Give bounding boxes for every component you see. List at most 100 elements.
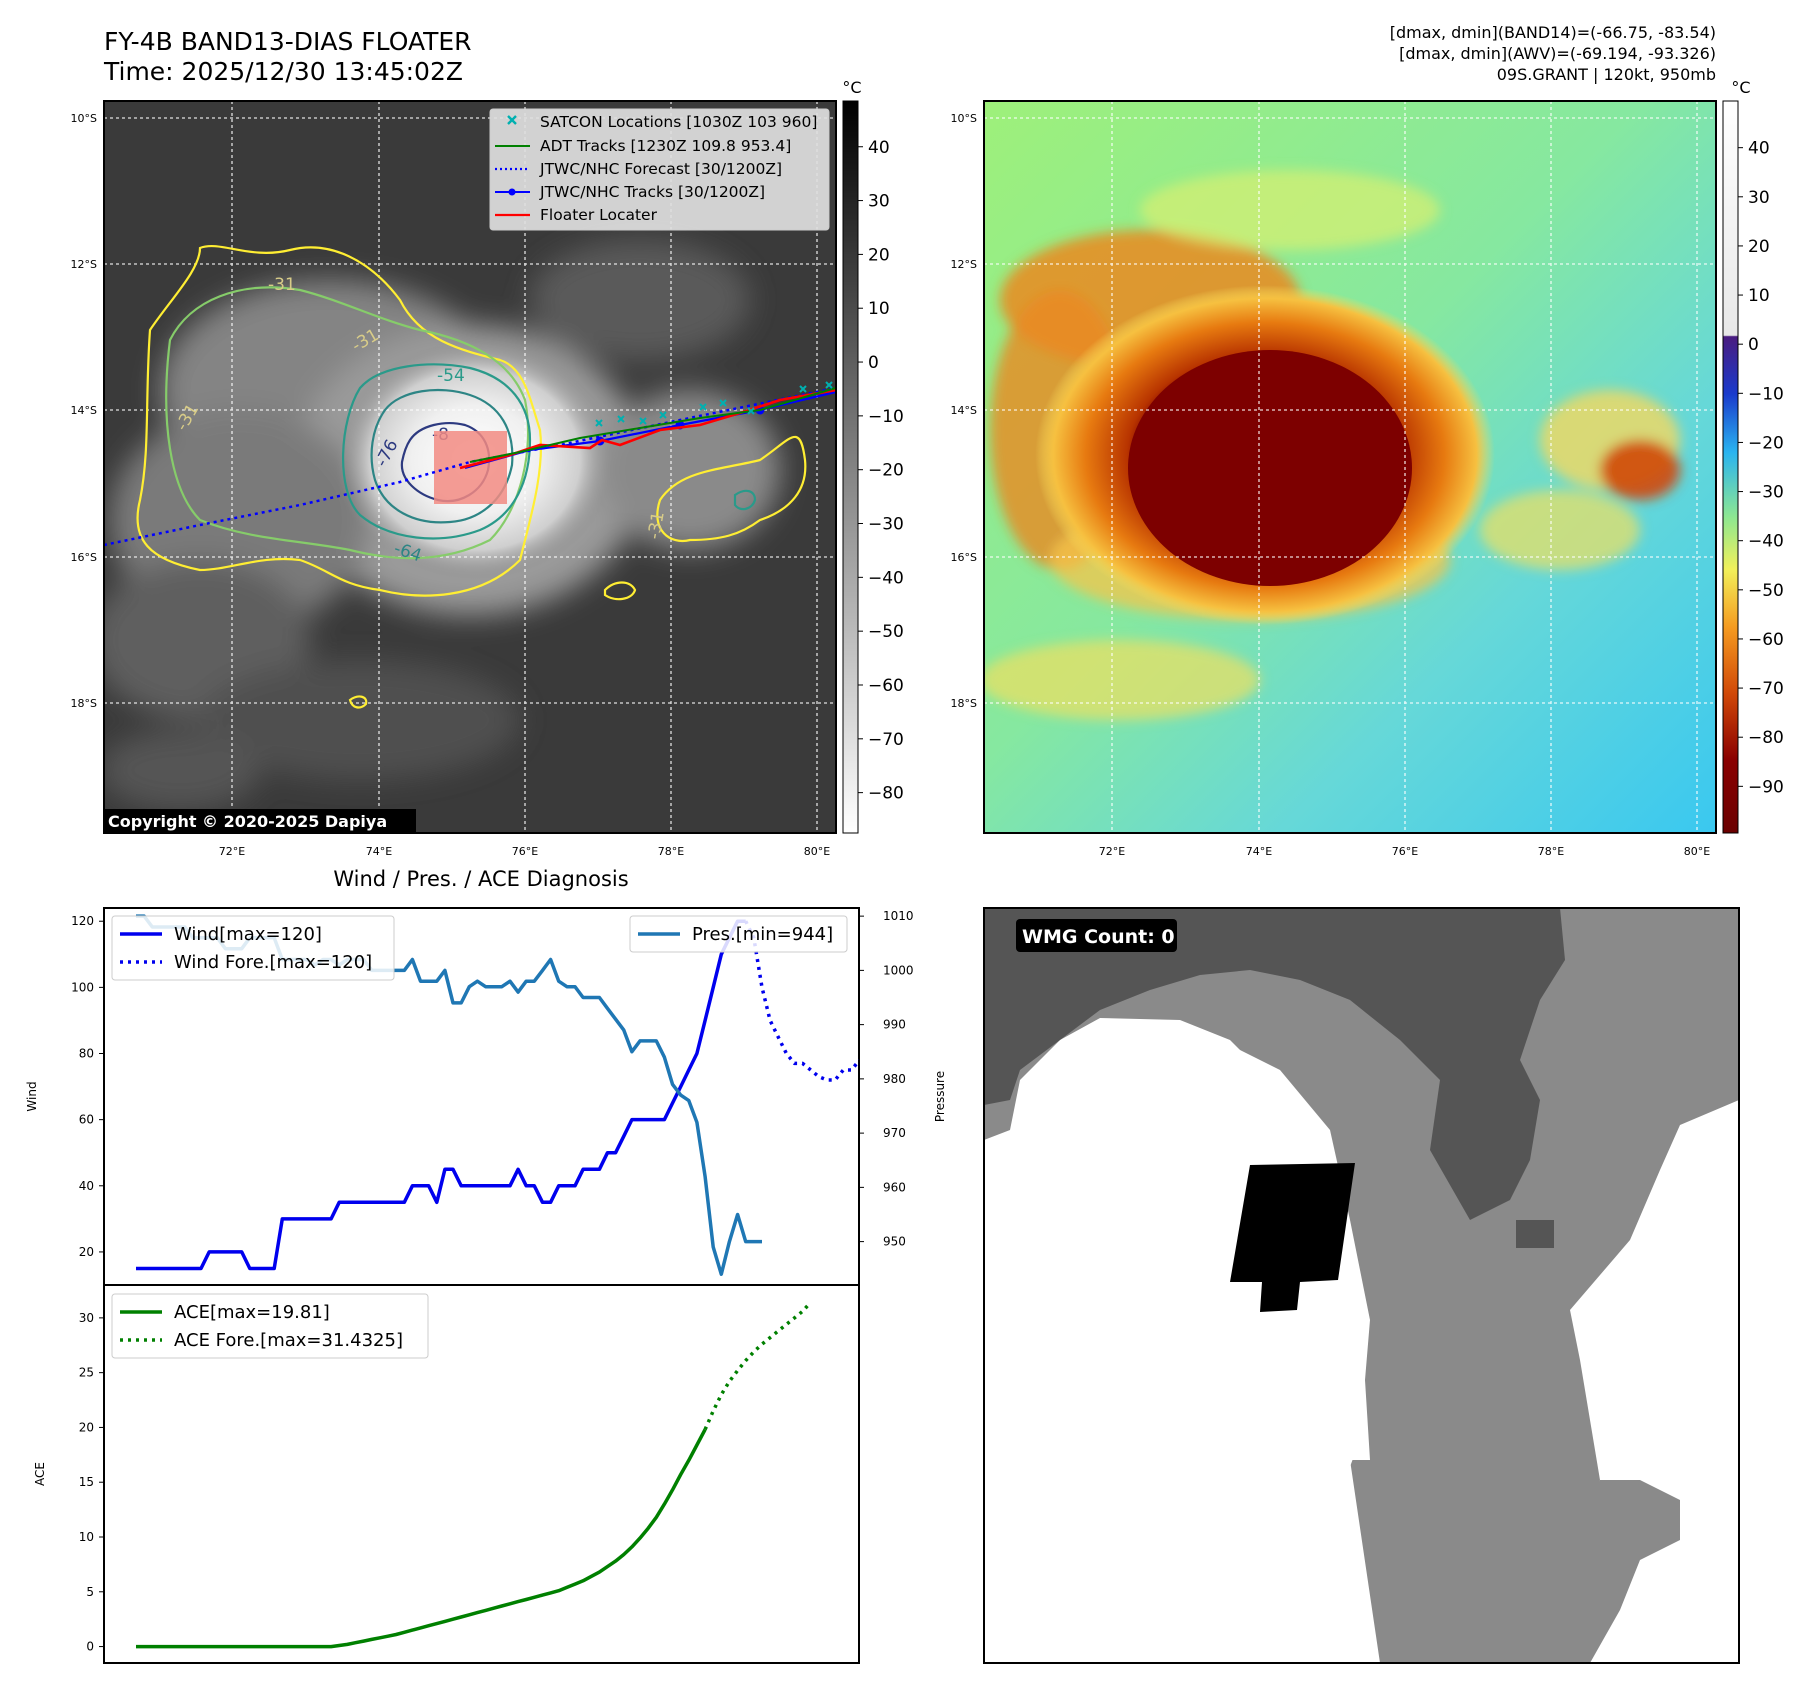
satcon-markers [595, 381, 833, 427]
gray-colorbar-tick-label: −10 [868, 407, 904, 427]
pressure-ytick-label: 970 [883, 1126, 906, 1140]
adt-track [469, 387, 836, 463]
figure-title: FY-4B BAND13-DIAS FLOATER [104, 27, 472, 56]
lon-tick-74e: 74°E [366, 845, 392, 858]
left-map-ticks: 10°S 12°S 14°S 16°S 18°S 72°E 74°E 76°E … [71, 112, 831, 858]
gray-colorbar-tick-label: −20 [868, 461, 904, 481]
contour-minus31-east [656, 435, 807, 543]
lat-tick-18s: 18°S [71, 697, 97, 710]
wind-pressure-chart: 20 40 60 80 100 120 950 960 970 980 990 1000 1010 Win… [25, 907, 947, 1286]
color-colorbar: °C 40 30 20 10 0 −10 −20 −30 −40 −50 −60 −70 −80 −90 [1722, 78, 1784, 834]
contour-minus64 [370, 388, 514, 524]
pressure-ytick-label: 1000 [883, 963, 914, 977]
color-colorbar-tick-label: −60 [1748, 630, 1784, 650]
pressure-ylabel: Pressure [933, 1071, 947, 1122]
wind-ytick-label: 60 [79, 1113, 94, 1127]
pressure-legend-box [629, 915, 848, 953]
ace-ytick-label: 20 [79, 1420, 94, 1434]
contour-minus31-island [348, 695, 368, 709]
color-core [1128, 350, 1412, 586]
r-lat-tick-18s: 18°S [951, 697, 977, 710]
gray-colorbar-scale [842, 100, 859, 834]
contour-minus31-main [136, 244, 543, 597]
legend-floater: Floater Locater [540, 206, 658, 224]
ace-series-group [136, 1301, 813, 1649]
lat-tick-14s: 14°S [71, 404, 97, 417]
figure-time: Time: 2025/12/30 13:45:02Z [103, 57, 463, 86]
r-lon-tick-72e: 72°E [1099, 845, 1125, 858]
lon-tick-76e: 76°E [512, 845, 538, 858]
ace-ytick-label: 25 [79, 1366, 94, 1380]
r-lon-tick-80e: 80°E [1684, 845, 1710, 858]
copyright-text: Copyright © 2020-2025 Dapiya [108, 812, 387, 831]
wmg-count-label: WMG Count: 0 [1022, 926, 1175, 948]
ace-legend-label: ACE[max=19.81] [174, 1302, 330, 1323]
wind-legend-label: Wind Fore.[max=120] [174, 952, 372, 973]
ace-ytick-label: 10 [79, 1530, 94, 1544]
legend-adt: ADT Tracks [1230Z 109.8 953.4] [540, 137, 791, 155]
r-lat-tick-12s: 12°S [951, 258, 977, 271]
color-colorbar-tick-label: −40 [1748, 532, 1784, 552]
gray-colorbar-tick-label: −80 [868, 784, 904, 804]
ace-legend-label: ACE Fore.[max=31.4325] [174, 1330, 403, 1351]
lat-tick-12s: 12°S [71, 258, 97, 271]
wind-legend-label: Wind[max=120] [174, 924, 322, 945]
wmg-dark-patch [1516, 1220, 1554, 1248]
map-legend: SATCON Locations [1030Z 103 960] ADT Tra… [489, 108, 830, 231]
color-colorbar-tick-label: 0 [1748, 335, 1759, 355]
diagnosis-title: Wind / Pres. / ACE Diagnosis [333, 867, 628, 891]
wmg-panel: WMG Count: 0 [984, 908, 1739, 1663]
wmg-gray-lower [1350, 1460, 1680, 1663]
color-map-gridlines [984, 101, 1716, 833]
color-colorbar-tick-label: −70 [1748, 679, 1784, 699]
ace-legend-box [111, 1293, 429, 1359]
wmg-black-eye [1230, 1163, 1355, 1312]
color-colorbar-tick-label: −50 [1748, 581, 1784, 601]
gray-colorbar-tick-label: −70 [868, 730, 904, 750]
wind-ylabel: Wind [25, 1081, 39, 1111]
gray-colorbar-tick-label: 10 [868, 299, 890, 319]
pressure-ytick-label: 990 [883, 1018, 906, 1032]
wmg-white-core [990, 1030, 1370, 1570]
color-colorbar-tick-label: −90 [1748, 777, 1784, 797]
ace-ytick-label: 30 [79, 1311, 94, 1325]
wind-ytick-label: 80 [79, 1047, 94, 1061]
wmg-frame [983, 907, 1740, 1664]
ir-color-map [984, 101, 1716, 833]
color-colorbar-unit: °C [1731, 78, 1750, 97]
x-marker-icon [507, 115, 517, 125]
gray-colorbar-tick-label: 0 [868, 353, 879, 373]
ace-plot-frame [103, 1284, 860, 1664]
gray-colorbar-unit: °C [842, 78, 861, 97]
wind-ytick-label: 120 [71, 914, 94, 928]
color-colorbar-scale [1722, 100, 1739, 834]
gray-colorbar-tick-label: −50 [868, 622, 904, 642]
storm-info: 09S.GRANT | 120kt, 950mb [1497, 65, 1716, 84]
pressure-legend-label: Pres.[min=944] [692, 924, 833, 945]
r-lat-tick-14s: 14°S [951, 404, 977, 417]
series-line-1 [744, 920, 859, 1082]
wind-ytick-label: 100 [71, 980, 94, 994]
color-colorbar-tick-label: −30 [1748, 483, 1784, 503]
blue-dot-marker [508, 188, 516, 196]
color-colorbar-tick-label: 30 [1748, 188, 1770, 208]
r-lon-tick-78e: 78°E [1538, 845, 1564, 858]
r-lon-tick-74e: 74°E [1246, 845, 1272, 858]
legend-jtwc-tracks: JTWC/NHC Tracks [30/1200Z] [539, 183, 765, 201]
lon-tick-80e: 80°E [804, 845, 830, 858]
color-colorbar-tick-label: 10 [1748, 286, 1770, 306]
gray-colorbar-tick-label: −30 [868, 515, 904, 535]
left-map-frame [103, 100, 837, 834]
color-colorbar-tick-label: −10 [1748, 384, 1784, 404]
legend-jtwc-forecast: JTWC/NHC Forecast [30/1200Z] [539, 160, 782, 178]
r-lat-tick-16s: 16°S [951, 551, 977, 564]
r-lon-tick-76e: 76°E [1392, 845, 1418, 858]
color-colorbar-tick-label: −20 [1748, 433, 1784, 453]
gray-colorbar-tick-label: 40 [868, 138, 890, 158]
ace-ylabel: ACE [33, 1462, 47, 1486]
legend-satcon: SATCON Locations [1030Z 103 960] [540, 113, 817, 131]
copyright-badge [104, 809, 416, 833]
wind-ytick-label: 20 [79, 1245, 94, 1259]
right-map-ticks: 10°S 12°S 14°S 16°S 18°S 72°E 74°E 76°E … [951, 112, 1711, 858]
